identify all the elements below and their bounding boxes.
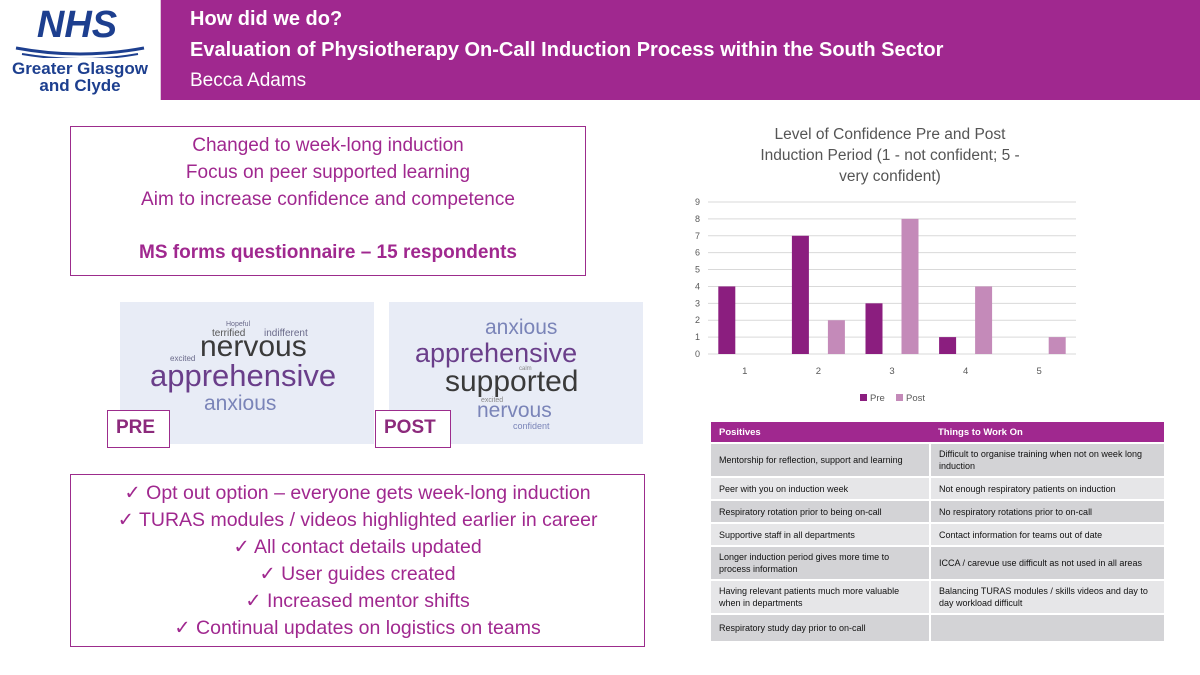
table-row: Supportive staff in all departments Cont… bbox=[711, 522, 1164, 546]
author-name: Becca Adams bbox=[190, 70, 307, 91]
cloud-word: nervous bbox=[477, 399, 552, 422]
legend-swatch-post bbox=[896, 394, 903, 401]
table-cell: Difficult to organise training when not … bbox=[930, 442, 1164, 477]
table-cell: No respiratory rotations prior to on-cal… bbox=[930, 499, 1164, 523]
table-cell: Contact information for teams out of dat… bbox=[930, 522, 1164, 546]
page-subtitle: Evaluation of Physiotherapy On-Call Indu… bbox=[190, 39, 944, 61]
table-row: Having relevant patients much more valua… bbox=[711, 579, 1164, 614]
bar-post bbox=[975, 286, 993, 354]
table-cell: Balancing TURAS modules / skills videos … bbox=[930, 579, 1164, 614]
intro-line: Focus on peer supported learning bbox=[185, 162, 471, 183]
y-tick-label: 2 bbox=[695, 315, 700, 325]
table-header-row: Positives Things to Work On bbox=[711, 422, 1164, 443]
cloud-word: confident bbox=[513, 421, 550, 431]
intro-line: Changed to week-long induction bbox=[192, 135, 464, 156]
y-tick-label: 3 bbox=[695, 298, 700, 308]
legend-label-post: Post bbox=[906, 393, 925, 404]
nhs-logo-text: NHS bbox=[37, 4, 117, 44]
table-row: Respiratory rotation prior to being on-c… bbox=[711, 499, 1164, 523]
bar-pre bbox=[791, 235, 809, 354]
cloud-word: apprehensive bbox=[415, 338, 578, 368]
table-cell: Longer induction period gives more time … bbox=[711, 545, 931, 580]
table-cell: Mentorship for reflection, support and l… bbox=[711, 442, 931, 477]
bar-post bbox=[901, 218, 919, 354]
x-tick-label: 1 bbox=[742, 366, 747, 377]
intro-line: Aim to increase confidence and competenc… bbox=[141, 189, 515, 210]
legend-label-pre: Pre bbox=[870, 393, 885, 404]
table-row: Longer induction period gives more time … bbox=[711, 545, 1164, 580]
table-cell: Having relevant patients much more valua… bbox=[711, 579, 931, 614]
y-tick-label: 4 bbox=[695, 281, 700, 291]
nhs-logo: NHS Greater Glasgow and Clyde bbox=[0, 0, 161, 100]
page-title: How did we do? bbox=[190, 8, 343, 30]
bar-post bbox=[827, 320, 845, 354]
questionnaire-note: MS forms questionnaire – 15 respondents bbox=[139, 242, 517, 263]
outcome-item: ✓ TURAS modules / videos highlighted ear… bbox=[117, 509, 598, 531]
x-tick-label: 5 bbox=[1037, 366, 1042, 377]
logo-org-line2: and Clyde bbox=[39, 76, 121, 95]
post-label: POST bbox=[375, 410, 451, 448]
bar-post bbox=[1048, 337, 1066, 354]
logo-org-line1: Greater Glasgow bbox=[11, 59, 149, 78]
cloud-word: apprehensive bbox=[150, 358, 337, 393]
word-cloud-pre: Hopeful terrified indifferent excited ne… bbox=[120, 302, 374, 444]
table-cell: Supportive staff in all departments bbox=[711, 522, 931, 546]
table-cell: Peer with you on induction week bbox=[711, 476, 931, 500]
pre-label: PRE bbox=[107, 410, 170, 448]
cloud-word: terrified bbox=[212, 328, 246, 339]
legend-swatch-pre bbox=[860, 394, 867, 401]
column-header-positives: Positives bbox=[711, 422, 930, 443]
x-tick-label: 2 bbox=[816, 366, 821, 377]
word-cloud-post: anxious apprehensive calm supported exci… bbox=[389, 302, 643, 444]
table-cell: ICCA / carevue use difficult as not used… bbox=[930, 545, 1164, 580]
column-header-things-to-work-on: Things to Work On bbox=[930, 422, 1164, 443]
table-row: Respiratory study day prior to on-call bbox=[711, 613, 1164, 641]
chart-title-line: Level of Confidence Pre and Post bbox=[774, 126, 1006, 143]
y-tick-label: 8 bbox=[695, 214, 700, 224]
cloud-word: excited bbox=[170, 354, 196, 363]
x-tick-label: 3 bbox=[889, 366, 894, 377]
outcome-item: ✓ Continual updates on logistics on team… bbox=[174, 617, 541, 639]
cloud-word: nervous bbox=[200, 330, 307, 363]
cloud-word: excited bbox=[481, 397, 504, 404]
y-tick-label: 7 bbox=[695, 231, 700, 241]
y-tick-label: 1 bbox=[695, 332, 700, 342]
table-cell: Respiratory rotation prior to being on-c… bbox=[711, 499, 931, 523]
chart-title-line: Induction Period (1 - not confident; 5 - bbox=[760, 147, 1020, 164]
header-banner: NHS Greater Glasgow and Clyde How did we… bbox=[0, 0, 1200, 100]
feedback-table: Positives Things to Work On Mentorship f… bbox=[711, 422, 1164, 641]
x-tick-label: 4 bbox=[963, 366, 968, 377]
y-tick-label: 6 bbox=[695, 248, 700, 258]
cloud-word: anxious bbox=[204, 392, 277, 415]
table-cell bbox=[930, 613, 1164, 641]
cloud-word: supported bbox=[445, 365, 579, 398]
bar-pre bbox=[865, 303, 883, 354]
bar-pre bbox=[939, 337, 957, 354]
y-tick-label: 5 bbox=[695, 265, 700, 275]
cloud-word: anxious bbox=[485, 316, 558, 339]
chart-title-line: very confident) bbox=[839, 168, 941, 185]
intro-box: Changed to week-long induction Focus on … bbox=[70, 126, 586, 276]
nhs-logo-mark: NHS bbox=[37, 4, 117, 44]
table-cell: Not enough respiratory patients on induc… bbox=[930, 476, 1164, 500]
cloud-word: Hopeful bbox=[226, 321, 251, 328]
table-row: Peer with you on induction week Not enou… bbox=[711, 476, 1164, 500]
cloud-word: calm bbox=[519, 366, 532, 372]
outcome-item: ✓ Increased mentor shifts bbox=[245, 590, 470, 612]
outcome-item: ✓ All contact details updated bbox=[233, 536, 482, 558]
table-row: Mentorship for reflection, support and l… bbox=[711, 442, 1164, 477]
nhs-logo-swoosh bbox=[15, 46, 145, 58]
y-tick-label: 0 bbox=[695, 349, 700, 359]
table-cell: Respiratory study day prior to on-call bbox=[711, 613, 931, 641]
confidence-bar-chart: 0 1 2 3 4 5 6 7 8 9 1 2 3 4 5 Pre Post bbox=[695, 197, 1076, 404]
y-tick-label: 9 bbox=[695, 197, 700, 207]
outcomes-box: ✓ Opt out option – everyone gets week-lo… bbox=[70, 474, 645, 647]
cloud-word: indifferent bbox=[264, 328, 308, 339]
outcome-item: ✓ User guides created bbox=[259, 563, 456, 585]
outcome-item: ✓ Opt out option – everyone gets week-lo… bbox=[124, 482, 591, 504]
bar-pre bbox=[718, 286, 736, 354]
